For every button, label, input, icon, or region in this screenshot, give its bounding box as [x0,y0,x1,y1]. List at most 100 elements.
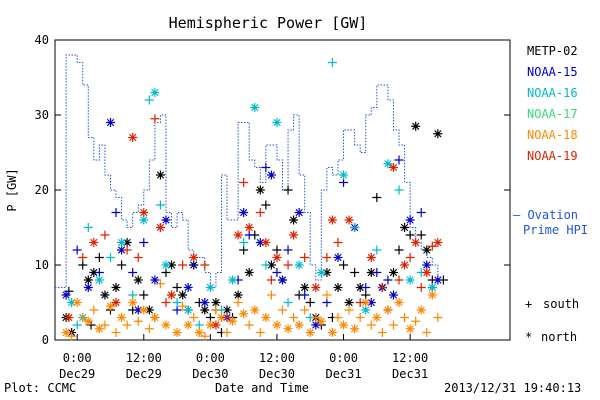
data-point-noaa-19-south [222,313,232,322]
data-point-noaa-18-south [333,313,343,322]
data-point-noaa-18-north [61,328,71,337]
data-point-metp-02-north [222,305,232,315]
data-point-noaa-18-south [377,328,387,337]
data-point-metp-02-south [350,268,360,277]
data-point-metp-02-south [261,200,271,210]
data-point-noaa-19-north [400,260,410,270]
data-point-noaa-18-north [139,305,149,315]
data-point-noaa-19-south [100,230,110,240]
data-point-noaa-19-south [427,241,437,251]
data-point-noaa-19-north [311,283,321,292]
x-tick-date-label: Dec31 [392,367,428,381]
data-point-metp-02-north [255,185,265,195]
data-point-noaa-18-south [255,328,265,337]
data-point-metp-02-north [366,268,376,277]
data-point-noaa-15-south [283,245,293,255]
legend: METP-02 NOAA-15 NOAA-16 NOAA-17 NOAA-18 NOAA-… [527,44,578,163]
data-point-metp-02-south [416,230,426,240]
data-point-noaa-18-north [372,313,382,322]
data-point-metp-02-north [133,275,143,285]
data-point-noaa-19-north [327,215,337,225]
data-point-noaa-18-south [422,328,432,337]
data-point-noaa-19-north [128,133,138,142]
data-point-metp-02-north [422,245,432,255]
data-point-noaa-15-north [117,245,127,255]
data-point-metp-02-north [411,121,421,131]
data-point-noaa-16-north [139,215,149,225]
data-point-noaa-15-south [72,245,82,255]
data-point-noaa-16-south [144,95,154,105]
data-point-noaa-16-south [394,185,404,195]
x-axis-ticks: 0:00 Dec29 12:00 Dec29 0:00 Dec30 12:00 Dec30 0:… [59,334,428,381]
data-point-noaa-16-north [150,88,160,97]
data-point-noaa-15-north [278,275,287,285]
data-point-noaa-19-north [64,313,74,322]
data-point-noaa-19-south [255,208,265,217]
data-point-noaa-16-north [117,238,127,247]
data-point-metp-02-south [305,298,315,307]
x-tick-time-label: 0:00 [329,351,358,365]
ovation-prime-hpi-path [55,54,444,288]
data-point-noaa-18-north [350,324,360,334]
data-point-noaa-15-north [266,170,276,180]
data-point-noaa-19-south [200,260,210,270]
data-point-noaa-18-north [128,298,138,307]
data-point-metp-02-south [339,260,349,270]
x-tick-date-label: Dec29 [59,367,95,381]
data-point-metp-02-north [100,290,110,300]
y-tick-label: 10 [35,258,49,272]
data-point-noaa-18-north [327,328,337,337]
data-point-noaa-16-north [316,268,326,277]
legend-item: NOAA-19 [527,149,578,163]
data-point-noaa-19-south [133,253,143,262]
data-point-noaa-18-south [344,305,354,315]
x-axis-label: Date and Time [215,381,309,395]
data-point-noaa-16-north [228,275,238,285]
data-point-noaa-19-south [300,253,310,262]
data-point-noaa-19-north [233,230,243,240]
legend-item: NOAA-17 [527,107,578,121]
data-point-noaa-18-north [239,309,249,319]
data-point-noaa-15-south [128,268,138,277]
data-point-noaa-19-north [261,238,271,247]
data-point-noaa-19-south [178,260,188,270]
data-point-noaa-15-north [405,215,415,225]
data-point-noaa-18-north [150,313,160,322]
data-point-noaa-16-south [327,58,337,67]
data-point-noaa-18-south [155,279,165,289]
data-point-noaa-15-south [416,208,426,217]
data-point-noaa-18-north [117,313,127,322]
scatter-points [61,58,448,341]
data-point-noaa-18-south [400,313,410,322]
data-point-metp-02-north [433,129,443,139]
data-point-noaa-16-north [294,260,304,270]
ovation-legend-line2: Prime HPI [523,223,588,237]
data-point-noaa-16-north [383,159,393,169]
data-point-metp-02-north [244,268,254,277]
x-tick-time-label: 0:00 [63,351,92,365]
data-point-noaa-19-north [422,268,432,277]
data-point-noaa-19-south [283,260,293,270]
data-point-noaa-18-north [294,320,304,330]
data-point-noaa-16-south [105,253,115,262]
data-point-noaa-15-north [255,238,265,247]
marker-key-north-symbol: * [525,330,532,344]
data-point-metp-02-north [388,268,398,277]
data-point-noaa-19-south [122,245,132,255]
data-point-metp-02-north [300,283,310,292]
data-point-metp-02-north [266,260,276,270]
data-point-noaa-18-south [111,328,121,337]
data-point-noaa-16-south [350,223,360,232]
data-point-noaa-18-south [189,313,199,322]
data-point-metp-02-north [111,283,121,292]
x-tick-date-label: Dec29 [126,367,162,381]
data-point-noaa-18-north [72,298,82,307]
data-point-noaa-15-south [139,238,149,247]
data-point-metp-02-north [178,290,188,300]
data-point-noaa-18-north [339,320,349,330]
x-tick-time-label: 12:00 [259,351,295,365]
data-point-metp-02-north [333,283,343,292]
x-tick-date-label: Dec30 [192,367,228,381]
y-axis-label: P [GW] [5,168,19,211]
data-point-noaa-18-north [105,301,115,311]
